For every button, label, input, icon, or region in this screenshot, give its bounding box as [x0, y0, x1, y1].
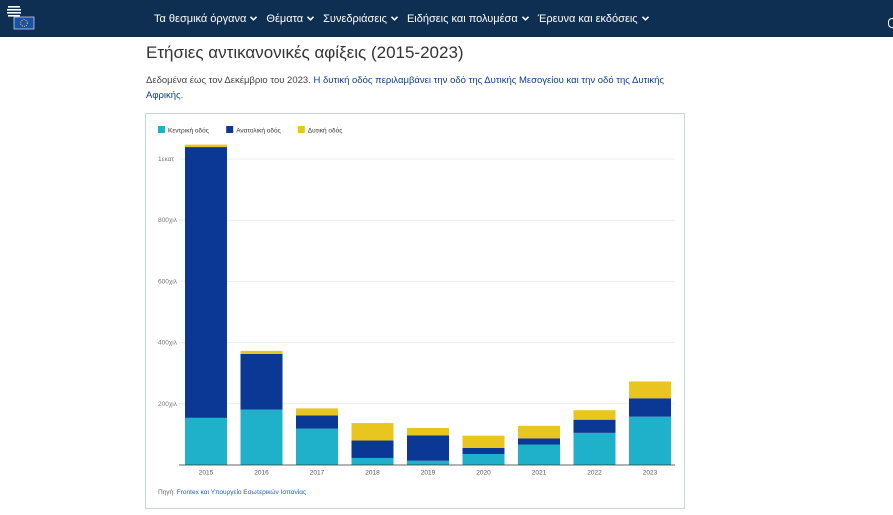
- legend-swatch-1: [226, 126, 234, 133]
- bar-2023-series-1: [629, 398, 671, 417]
- bar-2022-series-1: [573, 419, 616, 433]
- bar-2015-series-2: [185, 144, 227, 148]
- x-tick-label-2019: 2019: [421, 470, 436, 477]
- search-icon[interactable]: [888, 18, 893, 28]
- y-tick-label-0: 200χιλ: [158, 401, 178, 408]
- bar-2020-series-0: [462, 453, 505, 465]
- y-tick-label-3: 800χιλ: [158, 217, 178, 224]
- bar-2018-series-2: [351, 423, 394, 441]
- top-navigation-bar: Τα θεσμικά όργανα Θέματα Συνεδριάσεις Ει…: [0, 0, 893, 37]
- chevron-down-icon: [390, 16, 398, 21]
- x-tick-label-2018: 2018: [365, 470, 380, 477]
- x-tick-label-2021: 2021: [532, 470, 547, 477]
- y-tick-label-1: 400χιλ: [158, 340, 178, 347]
- bar-2018-series-1: [351, 440, 394, 458]
- legend-label-1: Ανατολική οδός: [236, 127, 281, 135]
- bar-2021-series-1: [518, 438, 560, 445]
- nav-item-label: Τα θεσμικά όργανα: [154, 12, 247, 25]
- nav-meetings[interactable]: Συνεδριάσεις: [323, 13, 398, 25]
- chevron-down-icon: [641, 16, 649, 21]
- eu-council-logo-icon[interactable]: [5, 4, 37, 30]
- nav-item-label: Ειδήσεις και πολυμέσα: [406, 12, 518, 25]
- bar-2019-series-0: [407, 460, 449, 465]
- x-tick-label-2020: 2020: [476, 470, 491, 477]
- description-route-note: Η δυτική οδός περιλαμβάνει την οδό της Δ…: [146, 75, 665, 101]
- bar-2017-series-2: [296, 408, 338, 416]
- nav-news-media[interactable]: Ειδήσεις και πολυμέσα: [407, 13, 529, 25]
- legend-label-2: Δυτική οδός: [308, 127, 343, 135]
- bar-2023-series-0: [629, 416, 671, 465]
- y-tick-label-4: 1εκατ: [158, 156, 174, 163]
- legend-swatch-2: [297, 126, 305, 133]
- stacked-bar-chart: Κεντρική οδός Ανατολική οδός Δυτική οδός 20…: [158, 126, 675, 496]
- bar-2016-series-1: [240, 353, 283, 410]
- nav-institutions[interactable]: Τα θεσμικά όργανα: [154, 12, 258, 25]
- main-nav: Τα θεσμικά όργανα Θέματα Συνεδριάσεις Ει…: [154, 0, 658, 37]
- x-tick-label-2022: 2022: [587, 470, 602, 477]
- chevron-down-icon: [250, 16, 258, 21]
- nav-topics[interactable]: Θέματα: [266, 12, 315, 25]
- chevron-down-icon: [521, 16, 529, 21]
- bar-2017-series-1: [296, 415, 338, 429]
- bar-2020-series-2: [462, 435, 505, 448]
- nav-research-publications[interactable]: Έρευνα και εκδόσεις: [538, 13, 649, 25]
- nav-item-label: Συνεδριάσεις: [323, 12, 387, 25]
- y-tick-label-2: 600χιλ: [158, 278, 178, 285]
- source-link[interactable]: Frontex και Υπουργείο Εσωτερικών Ισπανία…: [177, 488, 306, 496]
- nav-item-label: Έρευνα και εκδόσεις: [537, 12, 638, 25]
- bar-2016-series-2: [240, 350, 283, 354]
- bar-2022-series-2: [573, 410, 616, 420]
- legend-swatch-0: [158, 126, 165, 133]
- bar-2015-series-1: [185, 147, 227, 418]
- bar-2021-series-0: [518, 444, 560, 465]
- page-title: Ετήσιες αντικανονικές αφίξεις (2015-2023…: [146, 43, 464, 62]
- description-date-note: Δεδομένα έως τον Δεκέμβριο του 2023.: [146, 75, 314, 86]
- bar-2017-series-0: [296, 428, 338, 465]
- x-tick-label-2016: 2016: [254, 470, 269, 477]
- x-tick-label-2015: 2015: [199, 470, 214, 477]
- chart-container: Κεντρική οδός Ανατολική οδός Δυτική οδός 20…: [145, 113, 685, 509]
- bar-2016-series-0: [240, 409, 283, 465]
- bar-2019-series-1: [407, 435, 449, 461]
- bar-2021-series-2: [518, 425, 560, 439]
- nav-item-label: Θέματα: [266, 12, 304, 25]
- bar-2019-series-2: [407, 427, 449, 436]
- chevron-down-icon: [307, 16, 315, 21]
- bar-2023-series-2: [629, 381, 671, 399]
- source-note: Πηγή: Frontex και Υπουργείο Εσωτερικών Ι…: [158, 488, 306, 496]
- bar-2022-series-0: [573, 432, 616, 465]
- bar-2018-series-0: [351, 457, 394, 465]
- x-tick-label-2023: 2023: [643, 470, 658, 477]
- bar-2015-series-0: [185, 417, 227, 465]
- chart-description: Δεδομένα έως τον Δεκέμβριο του 2023. Η δ…: [146, 73, 676, 103]
- source-label: Πηγή:: [158, 489, 177, 496]
- bar-2020-series-1: [462, 447, 505, 454]
- x-tick-label-2017: 2017: [310, 470, 325, 477]
- legend-label-0: Κεντρική οδός: [168, 127, 209, 135]
